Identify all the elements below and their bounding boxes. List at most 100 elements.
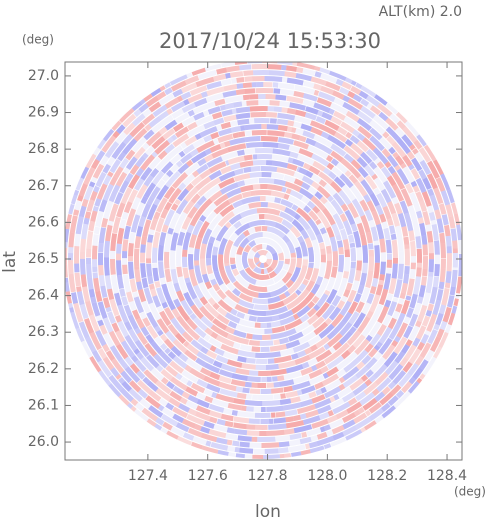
echo-cell (184, 364, 192, 373)
echo-cell (313, 134, 328, 145)
echo-cell (71, 292, 79, 304)
echo-cell (395, 303, 403, 313)
echo-cell (125, 156, 138, 170)
echo-cell (330, 181, 342, 193)
echo-cell (317, 110, 324, 117)
echo-cell (292, 62, 298, 66)
echo-cell (246, 333, 253, 340)
echo-cell (239, 447, 254, 454)
echo-cell (310, 173, 322, 184)
echo-cell (118, 358, 129, 370)
echo-cell (386, 154, 399, 168)
echo-cell (220, 363, 237, 373)
echo-cell (73, 209, 80, 216)
echo-cell (249, 94, 259, 100)
echo-cell (116, 343, 129, 360)
echo-cell (367, 243, 374, 250)
echo-cell (75, 216, 84, 235)
echo-cell (357, 406, 365, 414)
echo-cell (400, 188, 413, 207)
echo-cell (458, 239, 462, 254)
echo-cell (418, 169, 427, 180)
echo-cell (153, 211, 161, 220)
echo-cell (166, 381, 175, 390)
echo-cell (368, 219, 376, 228)
echo-cell (140, 326, 150, 337)
echo-cell (386, 218, 394, 226)
y-tick-label: 26.7 (28, 178, 59, 194)
echo-cell (78, 183, 88, 197)
echo-cell (268, 423, 287, 430)
echo-cell (104, 141, 120, 159)
echo-cell (180, 82, 198, 94)
echo-cell (254, 412, 271, 418)
echo-cell (261, 407, 266, 413)
echo-cell (342, 366, 360, 381)
echo-cell (183, 200, 195, 215)
echo-cell (353, 137, 360, 145)
echo-cell (326, 155, 334, 163)
echo-cell (109, 298, 120, 317)
echo-cell (332, 431, 345, 441)
echo-cell (303, 93, 318, 102)
echo-cell (246, 406, 254, 412)
echo-cell (151, 125, 160, 134)
echo-cell (129, 232, 136, 244)
echo-cell (204, 334, 211, 342)
echo-cell (306, 227, 317, 241)
echo-cell (258, 370, 271, 376)
echo-cell (413, 139, 423, 150)
echo-cell (353, 293, 362, 303)
echo-cell (300, 123, 313, 132)
echo-cell (296, 257, 303, 269)
echo-cell (391, 196, 399, 205)
echo-cell (271, 315, 280, 322)
echo-cell (247, 258, 257, 270)
echo-cell (324, 119, 340, 131)
echo-cell (398, 372, 412, 388)
echo-cell (212, 255, 219, 272)
echo-cell (174, 199, 181, 206)
echo-cell (453, 298, 460, 307)
echo-cell (278, 309, 294, 320)
echo-cell (165, 330, 177, 343)
echo-cell (266, 429, 285, 436)
echo-cell (208, 184, 221, 195)
echo-cell (273, 417, 287, 424)
echo-cell (394, 335, 401, 343)
echo-cell (404, 120, 421, 137)
echo-cell (187, 408, 197, 416)
echo-cell (297, 153, 315, 166)
echo-cell (193, 111, 205, 121)
echo-cell (165, 365, 179, 377)
echo-cell (277, 305, 289, 314)
altitude-label: ALT(km) 2.0 (379, 4, 462, 20)
echo-cell (236, 245, 244, 255)
echo-cell (122, 251, 128, 259)
echo-cell (284, 258, 291, 265)
echo-cell (314, 398, 332, 409)
echo-cell (83, 166, 96, 186)
echo-cell (234, 52, 252, 59)
echo-cell (339, 86, 350, 96)
echo-cell (399, 200, 409, 215)
echo-cell (266, 376, 272, 382)
echo-cell (330, 158, 339, 167)
plot-frame (64, 61, 463, 461)
echo-cell (122, 239, 129, 252)
echo-cell (403, 325, 414, 339)
echo-cell (260, 388, 272, 395)
echo-cell (156, 91, 167, 100)
echo-cell (267, 184, 283, 192)
echo-cell (111, 141, 127, 160)
echo-cell (123, 201, 133, 214)
echo-cell (323, 343, 331, 351)
echo-cell (287, 258, 297, 275)
echo-cell (176, 388, 185, 396)
echo-cell (182, 231, 192, 251)
echo-cell (286, 126, 293, 133)
echo-cell (152, 231, 161, 248)
echo-cell (311, 239, 320, 254)
echo-cell (68, 231, 75, 248)
echo-cell (124, 172, 134, 183)
